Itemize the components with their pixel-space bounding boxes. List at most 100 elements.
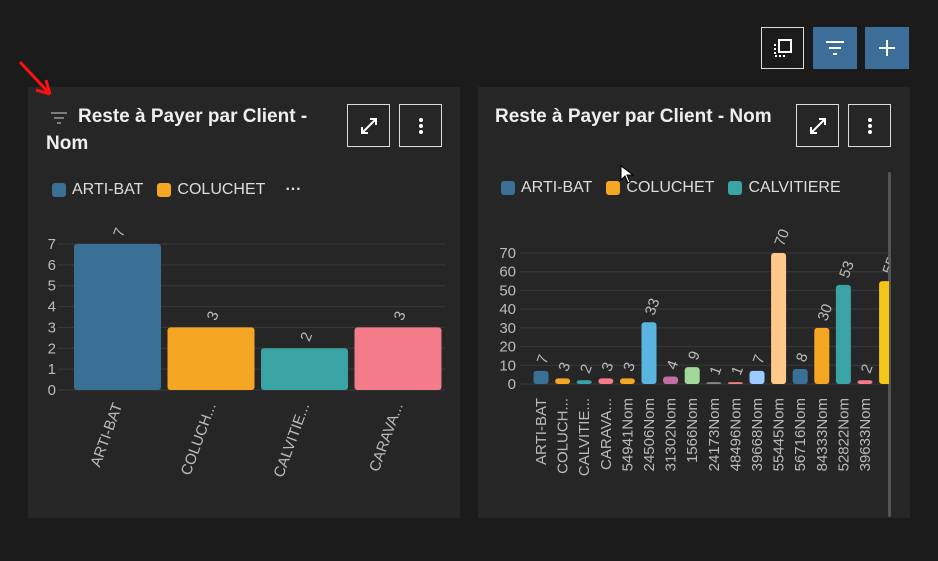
y-tick-label: 5 (48, 278, 56, 295)
bar (749, 370, 765, 384)
y-tick-label: 60 (499, 264, 516, 281)
x-tick-label: CARAVA... (598, 398, 615, 470)
x-tick-label: 31302Nom (663, 398, 680, 471)
legend-item: ARTI-BAT (501, 179, 592, 197)
legend-label: COLUCHET (177, 181, 266, 198)
bar (533, 370, 549, 384)
y-tick-label: 10 (499, 357, 516, 374)
value-label: 3 (620, 360, 639, 374)
legend-label: CALVITIERE (748, 179, 841, 196)
legend-label: ARTI-BAT (521, 179, 593, 196)
x-tick-label: 54941Nom (619, 398, 636, 471)
bar (354, 327, 442, 390)
expand-button[interactable] (347, 104, 390, 147)
x-tick-label: COLUCH... (555, 398, 572, 474)
value-label: 3 (555, 360, 574, 374)
filter-icon (51, 112, 67, 124)
legend-swatch (501, 181, 515, 195)
bar (835, 284, 851, 384)
legend-swatch (728, 181, 743, 195)
legend-label: COLUCHET (626, 179, 715, 196)
value-label: 8 (793, 351, 812, 365)
icon (879, 40, 895, 56)
icon (826, 41, 844, 55)
x-tick-label: 84333Nom (814, 398, 831, 471)
icon (418, 117, 423, 134)
x-tick-label: 56716Nom (792, 398, 809, 471)
legend-item: COLUCHET (157, 181, 265, 199)
bar (576, 380, 592, 384)
legend-more: ··· (285, 181, 302, 198)
y-tick-label: 50 (499, 282, 516, 299)
x-tick-label: CARAVA... (366, 401, 407, 474)
value-label: 2 (858, 362, 877, 376)
x-tick-label: 39633Nom (857, 398, 874, 471)
x-tick-label: 39668Nom (749, 398, 766, 471)
value-label: 9 (685, 349, 704, 363)
x-tick-label: 24506Nom (641, 398, 658, 471)
value-label: 70 (771, 227, 793, 248)
panel-title: Reste à Payer par Client - Nom (495, 106, 772, 127)
bar (619, 378, 635, 384)
menu-button[interactable] (848, 104, 891, 147)
x-tick-label: ARTI-BAT (533, 398, 550, 465)
icon (867, 117, 872, 134)
expand-button[interactable] (796, 104, 839, 147)
bar (261, 348, 348, 390)
x-tick-label: 52822Nom (835, 398, 852, 471)
bar (857, 380, 873, 384)
value-label: 1 (707, 364, 726, 378)
value-label: 33 (642, 296, 664, 317)
value-label: 3 (391, 309, 410, 323)
value-label: 55 (879, 255, 901, 276)
y-tick-label: 4 (48, 299, 56, 316)
legend-swatch (52, 183, 66, 197)
value-label: 2 (297, 330, 316, 344)
y-tick-label: 6 (48, 257, 56, 274)
panel: Reste à Payer par Client - Nom ARTI-BAT C… (28, 87, 460, 518)
value-label: 4 (663, 358, 682, 372)
scrollbar (888, 172, 891, 517)
value-label: 7 (534, 353, 553, 367)
y-tick-label: 20 (499, 339, 516, 356)
annotation-arrow (18, 60, 52, 96)
bar (879, 281, 889, 384)
legend-item: CALVITIERE (728, 179, 841, 197)
bar (555, 378, 571, 384)
value-label: 2 (577, 362, 596, 376)
menu-button[interactable] (399, 104, 442, 147)
legend-item: COLUCHET (606, 179, 714, 197)
x-tick-label: 1566Nom (684, 398, 701, 463)
bar (641, 322, 657, 384)
y-tick-label: 2 (48, 340, 56, 357)
value-label: 7 (110, 226, 129, 240)
layout-button[interactable] (761, 27, 804, 69)
x-tick-label: CALVITIE... (271, 401, 314, 480)
bar (706, 382, 722, 384)
bar (727, 382, 743, 384)
bar (814, 327, 830, 384)
x-tick-label: 24173Nom (706, 398, 723, 471)
bar (167, 327, 255, 390)
bar (792, 369, 808, 384)
bar (74, 244, 161, 390)
x-tick-label: ARTI-BAT (87, 401, 126, 470)
value-label: 3 (599, 360, 618, 374)
y-tick-label: 0 (48, 382, 56, 399)
x-tick-label: 48496Nom (727, 398, 744, 471)
value-label: 3 (204, 309, 223, 323)
legend-swatch (606, 181, 621, 195)
legend-label: ARTI-BAT (72, 181, 144, 198)
y-tick-label: 3 (48, 319, 56, 336)
y-tick-label: 0 (508, 376, 516, 393)
y-tick-label: 40 (499, 301, 516, 318)
legend: ARTI-BAT COLUCHET ··· (52, 181, 301, 199)
filter-button[interactable] (813, 27, 857, 69)
icon (773, 39, 792, 57)
x-tick-label: COLUCH... (178, 401, 220, 478)
value-label: 1 (728, 364, 747, 378)
add-button[interactable] (865, 27, 909, 69)
legend: ARTI-BAT COLUCHET CALVITIERE (501, 179, 841, 197)
